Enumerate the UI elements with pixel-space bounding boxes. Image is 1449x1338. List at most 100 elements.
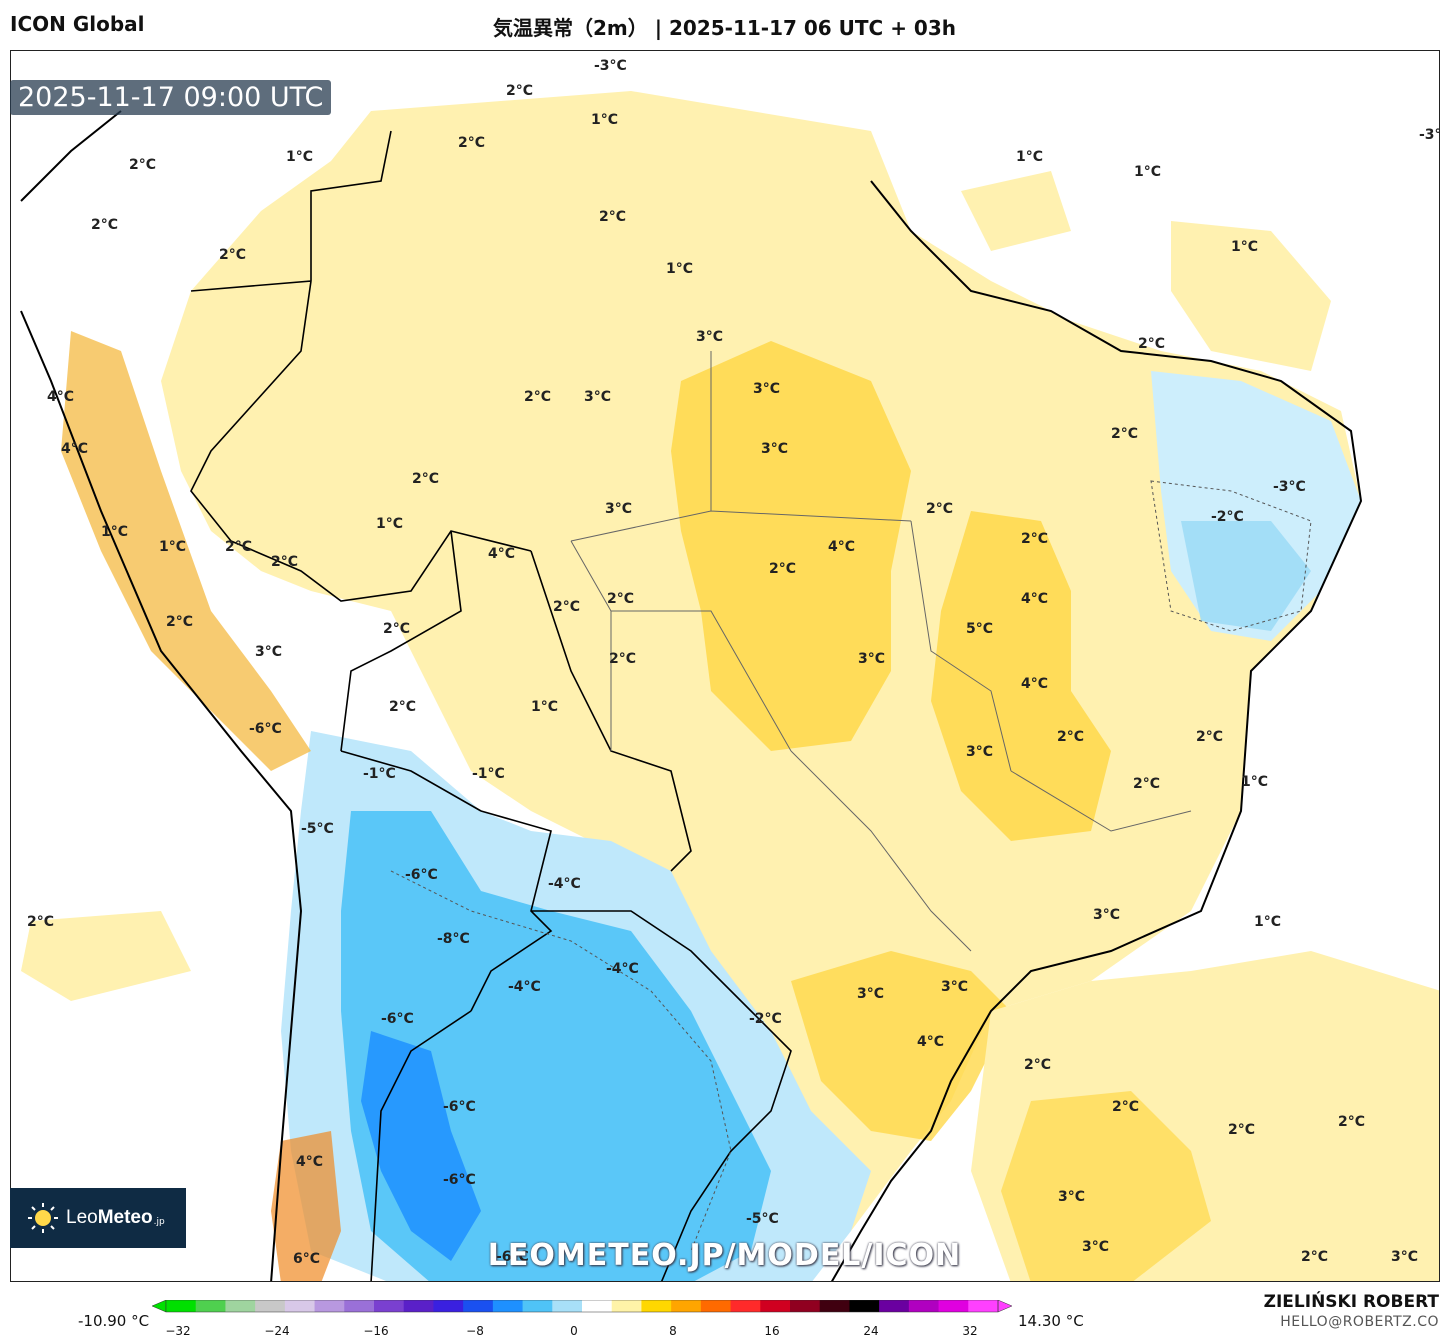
colorbar-cell: [403, 1300, 434, 1312]
isotherm-label: -3°C: [1419, 127, 1440, 143]
colorbar-tick-label: 8: [669, 1324, 677, 1338]
leometeo-logo[interactable]: LeoMeteo .jp: [10, 1188, 186, 1248]
andes-warm-strip: [61, 331, 311, 771]
isotherm-label: 2°C: [599, 209, 626, 225]
isotherm-label: -1°C: [472, 766, 505, 782]
isotherm-label: 2°C: [27, 914, 54, 930]
isotherm-label: -8°C: [437, 931, 470, 947]
isotherm-label: 3°C: [1058, 1189, 1085, 1205]
logo-suffix: .jp: [153, 1217, 165, 1227]
isotherm-label: 3°C: [605, 501, 632, 517]
colorbar-tick-label: −16: [363, 1324, 389, 1338]
author-email[interactable]: HELLO@ROBERTZ.CO: [1280, 1314, 1439, 1330]
colorbar-max-label: 14.30 °C: [1018, 1312, 1084, 1330]
colorbar-tick-label: 16: [764, 1324, 780, 1338]
isotherm-label: 2°C: [412, 471, 439, 487]
isotherm-label: 3°C: [941, 979, 968, 995]
isotherm-label: -5°C: [301, 821, 334, 837]
colorbar-cell: [314, 1300, 345, 1312]
colorbar-tick-label: 32: [962, 1324, 978, 1338]
isotherm-label: 2°C: [609, 651, 636, 667]
warm-anomaly-core: [671, 341, 911, 751]
warm-ocean-region: [1171, 221, 1331, 371]
isotherm-label: 2°C: [1301, 1249, 1328, 1265]
isotherm-label: 2°C: [769, 561, 796, 577]
isotherm-label: -4°C: [508, 979, 541, 995]
isotherm-label: 1°C: [1134, 164, 1161, 180]
isotherm-label: 2°C: [225, 539, 252, 555]
valid-time-badge: 2025-11-17 09:00 UTC: [10, 80, 332, 115]
isotherm-label: -2°C: [1211, 509, 1244, 525]
colorbar-tick-label: −32: [165, 1324, 191, 1338]
isotherm-label: -6°C: [249, 721, 282, 737]
isotherm-label: -4°C: [548, 876, 581, 892]
isotherm-label: 2°C: [1228, 1122, 1255, 1138]
isotherm-label: 3°C: [753, 381, 780, 397]
colorbar-tick-label: 0: [570, 1324, 578, 1338]
isotherm-label: -1°C: [363, 766, 396, 782]
isotherm-label: 2°C: [1111, 426, 1138, 442]
colorbar-cell: [700, 1300, 732, 1312]
colorbar-tick-label: −24: [264, 1324, 290, 1338]
colorbar-cell: [819, 1300, 850, 1312]
warm-anomaly-core: [931, 511, 1111, 841]
isotherm-label: 3°C: [857, 986, 884, 1002]
colorbar-cell: [968, 1300, 999, 1312]
colorbar-cell: [463, 1300, 494, 1312]
country-border: [340, 750, 792, 1281]
colorbar-cell: [938, 1300, 969, 1312]
isotherm-label: -6°C: [381, 1011, 414, 1027]
colorbar-cell: [582, 1300, 613, 1312]
isotherm-label: 4°C: [488, 546, 515, 562]
negative-contour: [390, 870, 732, 1252]
isotherm-label: 2°C: [129, 157, 156, 173]
sun-icon: [28, 1203, 58, 1233]
isotherm-label: 1°C: [1231, 239, 1258, 255]
author-name: ZIELIŃSKI ROBERT: [1263, 1292, 1439, 1312]
anomaly-map: 2°C -3°C 1°C 1°C -3°C 2°C 1°C 1°C 1°C 2°C 2°C 2°C 1°…: [11, 51, 1440, 1281]
colorbar-cell: [908, 1300, 940, 1312]
colorbar-cell: [255, 1300, 286, 1312]
isotherm-label: -2°C: [749, 1011, 782, 1027]
andes-warm-strip: [271, 1131, 341, 1281]
colorbar-cell: [730, 1300, 761, 1312]
isotherm-label: 4°C: [296, 1154, 323, 1170]
isotherm-label: 1°C: [1254, 914, 1281, 930]
isotherm-label: -5°C: [746, 1211, 779, 1227]
isotherm-label: 4°C: [828, 539, 855, 555]
warm-ocean-core: [1001, 1091, 1211, 1281]
isotherm-label: 1°C: [159, 539, 186, 555]
isotherm-label: 6°C: [293, 1251, 320, 1267]
isotherm-label: 4°C: [1021, 676, 1048, 692]
isotherm-label: 2°C: [1021, 531, 1048, 547]
isotherm-label: 3°C: [696, 329, 723, 345]
state-border: [570, 351, 1192, 952]
isotherm-label: -6°C: [443, 1099, 476, 1115]
warm-ocean-region: [21, 911, 191, 1001]
isotherm-label: 2°C: [1112, 1099, 1139, 1115]
isotherm-label: 2°C: [553, 599, 580, 615]
isotherm-label: 3°C: [1082, 1239, 1109, 1255]
colorbar-cell: [225, 1300, 256, 1312]
isotherm-label: 4°C: [47, 389, 74, 405]
isotherm-label: -6°C: [405, 867, 438, 883]
colorbar-cell: [879, 1300, 910, 1312]
isotherm-label: 2°C: [458, 135, 485, 151]
isotherm-label: 3°C: [1093, 907, 1120, 923]
isotherm-label: 2°C: [91, 217, 118, 233]
isotherm-label: -3°C: [1273, 479, 1306, 495]
isotherm-label: 1°C: [531, 699, 558, 715]
colorbar-tick-label: −8: [466, 1324, 484, 1338]
isotherm-label: 3°C: [858, 651, 885, 667]
map-panel[interactable]: 2°C -3°C 1°C 1°C -3°C 2°C 1°C 1°C 1°C 2°C 2°C 2°C 1°…: [10, 50, 1440, 1282]
isotherm-label: 4°C: [61, 441, 88, 457]
isotherm-label: -4°C: [606, 961, 639, 977]
colorbar-max-arrow: [997, 1300, 1012, 1313]
isotherm-label: 2°C: [1138, 336, 1165, 352]
isotherm-label: 2°C: [1133, 776, 1160, 792]
colorbar-cell: [166, 1300, 197, 1312]
isotherm-label: 1°C: [1016, 149, 1043, 165]
colorbar-tick-label: 24: [863, 1324, 879, 1338]
isotherm-label: -3°C: [594, 58, 627, 74]
chart-title: 気温異常（2m） | 2025-11-17 06 UTC + 03h: [493, 16, 956, 40]
